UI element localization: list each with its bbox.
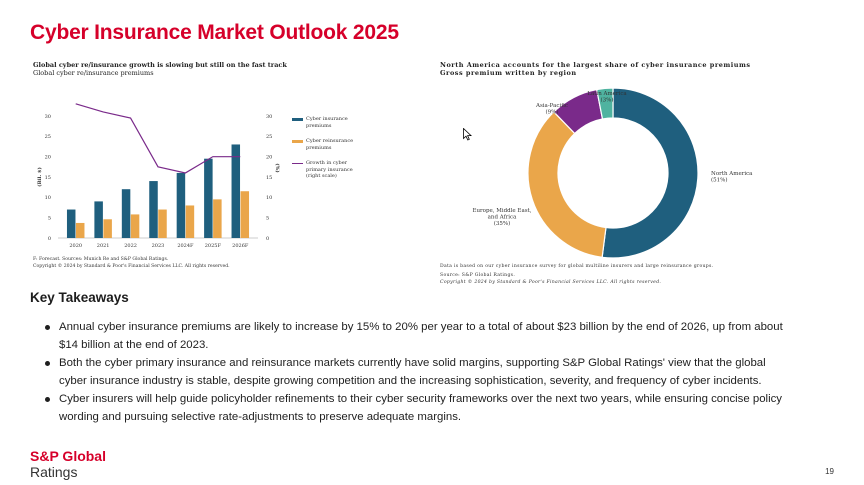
legend-item-insurance: Cyber insurance premiums xyxy=(292,116,362,129)
legend-item-growth: Growth in cyber primary insurance (right… xyxy=(292,160,362,180)
legend-label-insurance: Cyber insurance premiums xyxy=(306,116,348,129)
donut-slice xyxy=(596,87,614,120)
y2-tick-label: 10 xyxy=(266,195,272,201)
bar-reinsurance xyxy=(240,191,250,238)
slice-label: Latin America xyxy=(587,91,627,97)
slice-value-label: (51%) xyxy=(711,177,728,184)
y-tick-label: 0 xyxy=(48,236,51,242)
bar-insurance xyxy=(149,181,158,238)
x-tick-label: 2022 xyxy=(124,243,137,249)
legend-line-growth xyxy=(292,163,303,165)
bar-chart-subtitle: Global cyber re/insurance premiums xyxy=(33,69,154,77)
bar-insurance xyxy=(231,144,241,238)
bar-chart-footnote-sources: F: Forecast. Sources: Munich Re and S&P … xyxy=(33,257,169,262)
legend-label-reinsurance: Cyber reinsurance premiums xyxy=(306,138,354,151)
slice-label: and Africa xyxy=(488,215,517,221)
takeaway-item: Both the cyber primary insurance and rei… xyxy=(43,354,795,390)
donut-chart-footnote-data: Data is based on our cyber insurance sur… xyxy=(440,264,714,269)
takeaway-item: Cyber insurers will help guide policyhol… xyxy=(43,390,795,426)
growth-line xyxy=(75,103,241,174)
takeaway-text: Annual cyber insurance premiums are like… xyxy=(59,321,783,351)
bar-insurance xyxy=(176,172,186,238)
legend-label-growth: Growth in cyber primary insurance (right… xyxy=(306,160,353,179)
bar-reinsurance xyxy=(130,214,140,238)
bar-insurance xyxy=(121,189,131,238)
takeaway-text: Cyber insurers will help guide policyhol… xyxy=(59,393,782,423)
y2-tick-label: 15 xyxy=(266,175,272,181)
y2-tick-label: 25 xyxy=(266,134,272,140)
slice-value-label: (35%) xyxy=(494,220,511,227)
takeaway-text: Both the cyber primary insurance and rei… xyxy=(59,357,766,387)
takeaway-item: Annual cyber insurance premiums are like… xyxy=(43,318,795,354)
bar-chart-legend: Cyber insurance premiums Cyber reinsuran… xyxy=(292,116,362,189)
slice-label: Asia-Pacific xyxy=(535,103,568,109)
key-takeaways-heading: Key Takeaways xyxy=(30,290,129,305)
donut-chart: North America(51%) Europe, Middle East,an… xyxy=(472,87,753,259)
y-tick-label: 20 xyxy=(45,154,51,160)
bullet-icon xyxy=(45,361,50,366)
x-tick-label: 2021 xyxy=(97,243,110,249)
bar-reinsurance xyxy=(213,199,222,238)
donut-chart-footnote-source: Source: S&P Global Ratings. xyxy=(440,273,516,278)
bar-reinsurance xyxy=(158,209,167,238)
y-tick-label: 25 xyxy=(45,134,51,140)
slice-label: North America xyxy=(711,171,753,177)
slice-value-label: (3%) xyxy=(600,97,613,104)
bar-chart-title: Global cyber re/insurance growth is slow… xyxy=(33,61,287,69)
donut-chart-subtitle: Gross premium written by region xyxy=(440,69,577,77)
legend-swatch-insurance xyxy=(292,118,303,121)
y2-tick-label: 5 xyxy=(266,215,269,221)
y-tick-label: 10 xyxy=(45,195,51,201)
y2-tick-label: 0 xyxy=(266,236,269,242)
y2-tick-label: 20 xyxy=(266,154,272,160)
bar-chart-footnote-copyright: Copyright © 2024 by Standard & Poor's Fi… xyxy=(33,264,230,269)
x-tick-label: 2024F xyxy=(177,243,194,249)
bar-insurance xyxy=(94,201,103,238)
brand-logo: S&P Global Ratings xyxy=(30,448,106,481)
bullet-icon xyxy=(45,325,50,330)
bar-chart: 0 5 10 15 20 25 30 0 5 10 15 20 25 30 (Bil. $) (%) 2020 2… xyxy=(36,103,281,249)
key-takeaways-list: Annual cyber insurance premiums are like… xyxy=(43,318,795,426)
bar-reinsurance xyxy=(75,222,85,238)
donut-chart-footnote-copyright: Copyright © 2024 by Standard & Poor's Fi… xyxy=(440,280,662,285)
bar-insurance xyxy=(204,158,213,238)
x-tick-label: 2026F xyxy=(232,243,249,249)
bar-reinsurance xyxy=(103,219,112,238)
x-tick-label: 2023 xyxy=(152,243,165,249)
bullet-icon xyxy=(45,397,50,402)
brand-name: S&P Global xyxy=(30,448,106,464)
mouse-cursor-icon xyxy=(463,128,472,141)
brand-subname: Ratings xyxy=(30,464,78,480)
y-tick-label: 30 xyxy=(45,114,51,120)
bar-reinsurance xyxy=(185,205,195,238)
donut-chart-title: North America accounts for the largest s… xyxy=(440,61,751,69)
y-tick-label: 15 xyxy=(45,175,51,181)
page-number: 19 xyxy=(825,467,834,476)
x-tick-label: 2020 xyxy=(69,243,82,249)
y-tick-label: 5 xyxy=(48,215,51,221)
y2-axis-label: (%) xyxy=(274,163,281,172)
legend-item-reinsurance: Cyber reinsurance premiums xyxy=(292,138,362,151)
page-title: Cyber Insurance Market Outlook 2025 xyxy=(30,21,399,44)
slice-label: Europe, Middle East, xyxy=(472,208,531,214)
y-axis-label: (Bil. $) xyxy=(36,167,43,187)
bar-insurance xyxy=(66,209,76,238)
x-tick-label: 2025F xyxy=(205,243,222,249)
y2-tick-label: 30 xyxy=(266,114,272,120)
legend-swatch-reinsurance xyxy=(292,140,303,143)
donut-slice xyxy=(527,111,607,258)
donut-slice xyxy=(601,87,699,259)
slice-value-label: (9%) xyxy=(545,109,558,116)
